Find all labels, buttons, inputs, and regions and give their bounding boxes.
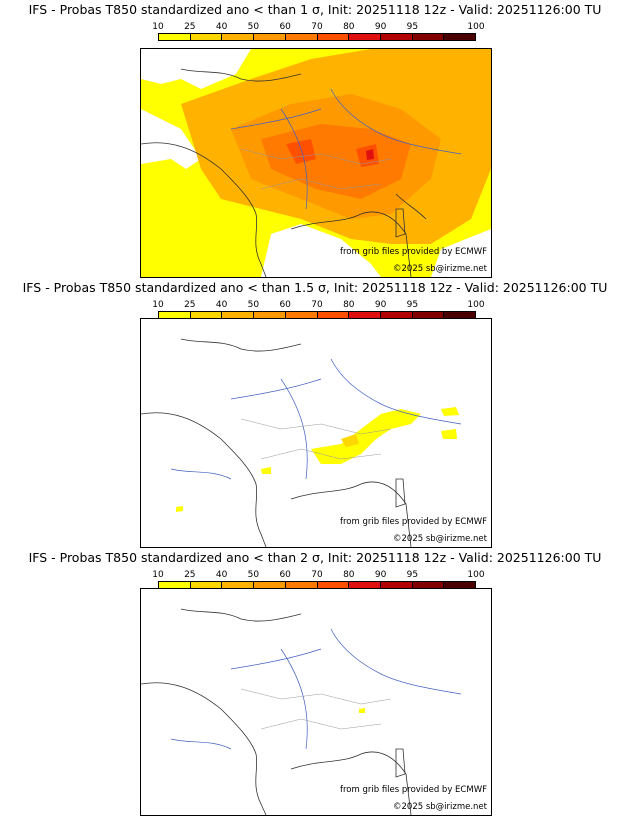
colorbar-swatch bbox=[190, 312, 223, 318]
colorbar-tick-label: 95 bbox=[406, 300, 419, 310]
colorbar-tick-label: 90 bbox=[374, 300, 387, 310]
colorbar-tick-label: 90 bbox=[374, 570, 387, 580]
colorbar-tick-label: 10 bbox=[152, 570, 164, 580]
colorbar-swatch bbox=[444, 34, 476, 40]
colorbar-swatch bbox=[190, 34, 223, 40]
colorbar-tick-label: 80 bbox=[343, 300, 355, 310]
colorbar-swatch bbox=[412, 34, 445, 40]
map-graphic bbox=[141, 608, 462, 815]
source-credit: from grib files provided by ECMWF bbox=[340, 247, 487, 257]
colorbar-tick-label: 10 bbox=[152, 300, 164, 310]
colorbar-tick-label: 95 bbox=[406, 22, 419, 32]
colorbar-tick-label: 80 bbox=[343, 570, 355, 580]
probability-map-1-5sigma: from grib files provided by ECMWF ©2025 … bbox=[140, 318, 492, 548]
map-graphic bbox=[141, 338, 462, 547]
colorbar-tick-label: 100 bbox=[467, 300, 485, 310]
colorbar-swatch bbox=[317, 34, 350, 40]
colorbar-tick-label: 25 bbox=[184, 22, 196, 32]
colorbar-tick-label: 70 bbox=[311, 22, 323, 32]
colorbar-swatch bbox=[254, 582, 286, 588]
panel-title: IFS - Probas T850 standardized ano < tha… bbox=[28, 2, 602, 17]
panel-title: IFS - Probas T850 standardized ano < tha… bbox=[28, 550, 602, 565]
colorbar-swatch bbox=[412, 582, 445, 588]
colorbar-tick-label: 40 bbox=[215, 22, 228, 32]
colorbar-labels: 10 25 40 50 60 70 80 90 95 100 bbox=[152, 300, 484, 310]
colorbar-tick-label: 40 bbox=[215, 570, 228, 580]
colorbar-swatch bbox=[317, 582, 350, 588]
colorbar-tick-label: 70 bbox=[311, 570, 323, 580]
colorbar-swatch bbox=[159, 582, 191, 588]
colorbar-swatch bbox=[412, 312, 445, 318]
colorbar-swatch bbox=[380, 582, 413, 588]
colorbar: 10 25 40 50 60 70 80 90 95 100 bbox=[152, 570, 485, 591]
map-graphic bbox=[141, 49, 491, 277]
source-credit: from grib files provided by ECMWF bbox=[340, 517, 487, 527]
colorbar-tick-label: 25 bbox=[184, 300, 196, 310]
colorbar-tick-label: 90 bbox=[374, 22, 387, 32]
colorbar-tick-label: 60 bbox=[279, 22, 291, 32]
map-panel-2: IFS - Probas T850 standardized ano < tha… bbox=[0, 278, 630, 548]
colorbar-tick-label: 40 bbox=[215, 300, 228, 310]
map-panel-1: IFS - Probas T850 standardized ano < tha… bbox=[0, 0, 630, 278]
colorbar-tick-label: 100 bbox=[467, 570, 485, 580]
panel-title: IFS - Probas T850 standardized ano < tha… bbox=[22, 280, 608, 295]
colorbar-swatch bbox=[285, 582, 318, 588]
colorbar-swatch bbox=[380, 312, 413, 318]
colorbar-tick-label: 70 bbox=[311, 300, 323, 310]
colorbar-swatch bbox=[222, 34, 255, 40]
colorbar-swatch bbox=[349, 582, 381, 588]
colorbar-swatch bbox=[254, 312, 286, 318]
colorbar-swatch bbox=[285, 312, 318, 318]
colorbar-swatches bbox=[158, 33, 476, 41]
colorbar: 10 25 40 50 60 70 80 90 95 100 bbox=[152, 22, 485, 43]
source-credit: from grib files provided by ECMWF bbox=[340, 785, 487, 795]
colorbar-tick-label: 60 bbox=[279, 300, 291, 310]
colorbar-swatch bbox=[285, 34, 318, 40]
copyright-credit: ©2025 sb@irizme.net bbox=[393, 802, 487, 812]
colorbar-labels: 10 25 40 50 60 70 80 90 95 100 bbox=[152, 22, 484, 32]
colorbar-tick-label: 60 bbox=[279, 570, 291, 580]
colorbar-swatch bbox=[159, 34, 191, 40]
probability-map-2sigma: from grib files provided by ECMWF ©2025 … bbox=[140, 588, 492, 816]
map-panel-3: IFS - Probas T850 standardized ano < tha… bbox=[0, 548, 630, 818]
colorbar-swatch bbox=[159, 312, 191, 318]
colorbar-tick-label: 10 bbox=[152, 22, 164, 32]
colorbar-swatch bbox=[254, 34, 286, 40]
colorbar-labels: 10 25 40 50 60 70 80 90 95 100 bbox=[152, 570, 484, 580]
copyright-credit: ©2025 sb@irizme.net bbox=[393, 534, 487, 544]
colorbar-swatch bbox=[222, 582, 255, 588]
colorbar-swatch bbox=[317, 312, 350, 318]
colorbar-swatch bbox=[222, 312, 255, 318]
colorbar-swatch bbox=[380, 34, 413, 40]
colorbar-tick-label: 25 bbox=[184, 570, 196, 580]
probability-map-1sigma: from grib files provided by ECMWF ©2025 … bbox=[140, 48, 492, 278]
colorbar-swatch bbox=[190, 582, 223, 588]
colorbar-tick-label: 95 bbox=[406, 570, 419, 580]
colorbar-swatch bbox=[349, 312, 381, 318]
colorbar-tick-label: 80 bbox=[343, 22, 355, 32]
copyright-credit: ©2025 sb@irizme.net bbox=[393, 264, 487, 274]
colorbar-swatch bbox=[349, 34, 381, 40]
colorbar-tick-label: 50 bbox=[247, 300, 260, 310]
colorbar-tick-label: 50 bbox=[247, 22, 260, 32]
colorbar-swatch bbox=[444, 312, 476, 318]
colorbar-tick-label: 100 bbox=[467, 22, 485, 32]
colorbar-tick-label: 50 bbox=[247, 570, 260, 580]
colorbar-swatch bbox=[444, 582, 476, 588]
